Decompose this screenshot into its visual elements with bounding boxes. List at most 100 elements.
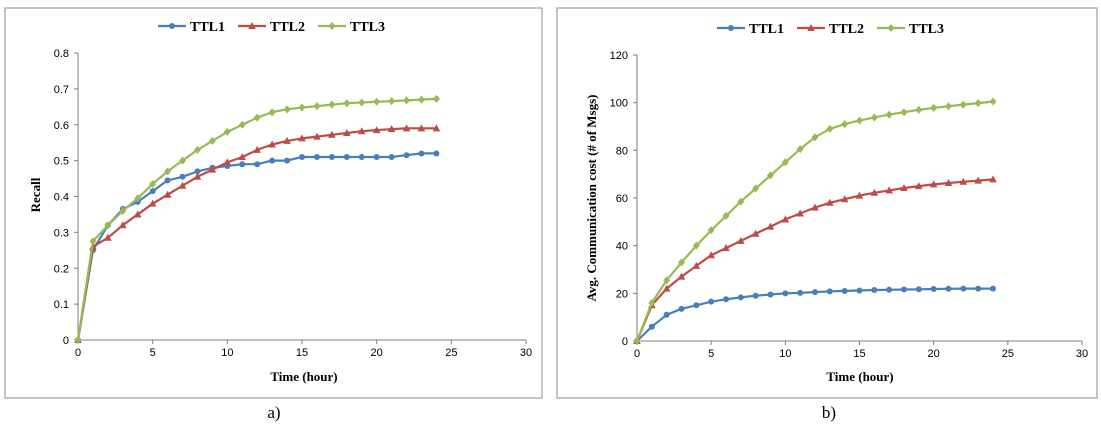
data-point-ttl2	[692, 261, 701, 269]
y-tick-label: 0.5	[54, 156, 69, 168]
data-point-ttl1	[179, 173, 186, 180]
legend-label: TTL3	[909, 22, 944, 37]
legend-item-ttl2: TTL2	[797, 22, 864, 37]
recall-chart: TTL1 TTL2 TTL3 0 5 10 15 20 25 30 0 0.1 0.2 0.3 0.4 0.…	[4, 7, 543, 422]
y-axis-title: Recall	[28, 177, 43, 212]
data-point-ttl3	[722, 211, 730, 220]
legend: TTL1 TTL2 TTL3	[158, 20, 385, 35]
data-point-ttl1	[752, 292, 759, 299]
data-point-ttl3	[648, 298, 656, 307]
data-point-ttl3	[811, 133, 819, 142]
data-point-ttl3	[663, 276, 671, 285]
data-point-ttl2	[238, 153, 247, 161]
data-point-ttl1	[373, 154, 380, 161]
data-point-ttl1	[388, 154, 395, 161]
data-point-ttl3	[856, 116, 863, 125]
data-point-ttl2	[432, 124, 441, 132]
figure-caption: b)	[822, 403, 836, 422]
legend-label: TTL1	[190, 20, 225, 35]
data-point-ttl2	[193, 172, 202, 180]
legend-item-ttl3: TTL3	[318, 20, 385, 35]
data-point-ttl3	[885, 110, 893, 119]
data-point-ttl3	[313, 102, 321, 111]
data-point-ttl1	[149, 188, 156, 195]
legend-item-ttl1: TTL1	[717, 22, 784, 37]
data-point-ttl2	[133, 210, 142, 218]
data-point-ttl2	[343, 129, 351, 137]
data-point-ttl3	[633, 337, 641, 345]
legend-marker	[328, 22, 336, 30]
data-point-ttl2	[268, 140, 276, 148]
data-point-ttl1	[343, 154, 350, 161]
axes: 0 5 10 15 20 25 30 0 0.1 0.2 0.3 0.4 0.5 0.6 0.7 0.8	[54, 48, 532, 359]
data-point-ttl2	[707, 251, 715, 259]
data-point-ttl2	[766, 222, 775, 230]
data-point-ttl3	[358, 98, 366, 107]
data-point-ttl3	[417, 95, 425, 104]
data-point-ttl1	[812, 289, 818, 296]
data-point-ttl2	[722, 244, 730, 252]
data-point-ttl3	[767, 171, 774, 180]
x-tick-label: 0	[634, 348, 640, 360]
data-point-ttl1	[254, 161, 261, 168]
legend-marker	[887, 24, 895, 32]
data-point-ttl1	[960, 285, 967, 292]
data-point-ttl3	[930, 103, 938, 112]
y-tick-label: 40	[616, 241, 628, 253]
legend-label: TTL2	[270, 20, 305, 35]
data-point-ttl3	[89, 237, 97, 246]
x-axis-title: Time (hour)	[270, 369, 337, 384]
data-point-ttl2	[989, 175, 997, 183]
data-point-ttl3	[179, 156, 187, 165]
series-ttl2	[74, 124, 441, 343]
x-tick-label: 10	[779, 348, 791, 360]
chart-panel-a: TTL1 TTL2 TTL3 0 5 10 15 20 25 30 0 0.1 0.2 0.3 0.4 0.…	[0, 0, 547, 427]
legend-label: TTL2	[829, 22, 864, 37]
x-tick-label: 0	[75, 347, 81, 359]
data-point-ttl2	[974, 176, 982, 184]
data-point-ttl3	[945, 102, 952, 111]
data-point-ttl3	[149, 179, 157, 188]
legend-marker	[728, 25, 734, 31]
communication-cost-chart: TTL1 TTL2 TTL3 0 5 10 15 20 25 30 0 20 40 60 80 100 120…	[556, 7, 1098, 422]
data-point-ttl1	[433, 150, 440, 157]
x-tick-label: 20	[928, 348, 940, 360]
data-point-ttl3	[298, 103, 306, 112]
data-point-ttl3	[841, 120, 849, 129]
x-tick-label: 5	[708, 348, 714, 360]
data-point-ttl2	[387, 125, 396, 133]
data-point-ttl3	[915, 105, 923, 114]
data-point-ttl1	[328, 154, 335, 161]
x-tick-label: 15	[296, 347, 308, 359]
x-tick-label: 5	[150, 347, 156, 359]
data-point-ttl3	[328, 100, 336, 109]
y-tick-label: 0.4	[54, 192, 69, 204]
data-point-ttl2	[826, 198, 834, 206]
data-point-ttl2	[372, 126, 381, 134]
data-point-ttl1	[403, 152, 410, 159]
data-point-ttl3	[707, 226, 715, 235]
data-point-ttl1	[737, 294, 744, 301]
data-point-ttl1	[871, 286, 878, 293]
data-point-ttl3	[692, 241, 700, 250]
data-point-ttl1	[164, 177, 171, 184]
y-tick-label: 0.7	[54, 84, 69, 96]
data-point-ttl3	[134, 194, 142, 203]
data-point-ttl3	[119, 206, 127, 215]
chart-panel-b: TTL1 TTL2 TTL3 0 5 10 15 20 25 30 0 20 40 60 80 100 120…	[554, 0, 1101, 427]
data-point-ttl2	[751, 229, 760, 237]
data-point-ttl3	[432, 94, 440, 103]
data-point-ttl3	[74, 336, 82, 344]
data-point-ttl2	[662, 284, 671, 292]
data-point-ttl3	[193, 145, 201, 154]
data-point-ttl2	[402, 124, 411, 132]
data-point-ttl1	[194, 168, 201, 175]
data-point-ttl1	[708, 298, 715, 305]
y-tick-label: 0	[63, 335, 69, 347]
data-point-ttl3	[164, 167, 172, 176]
data-point-ttl2	[811, 203, 819, 211]
y-tick-label: 0.2	[54, 263, 69, 275]
data-point-ttl3	[208, 136, 216, 145]
y-tick-label: 60	[616, 193, 628, 205]
x-tick-label: 25	[1002, 348, 1014, 360]
